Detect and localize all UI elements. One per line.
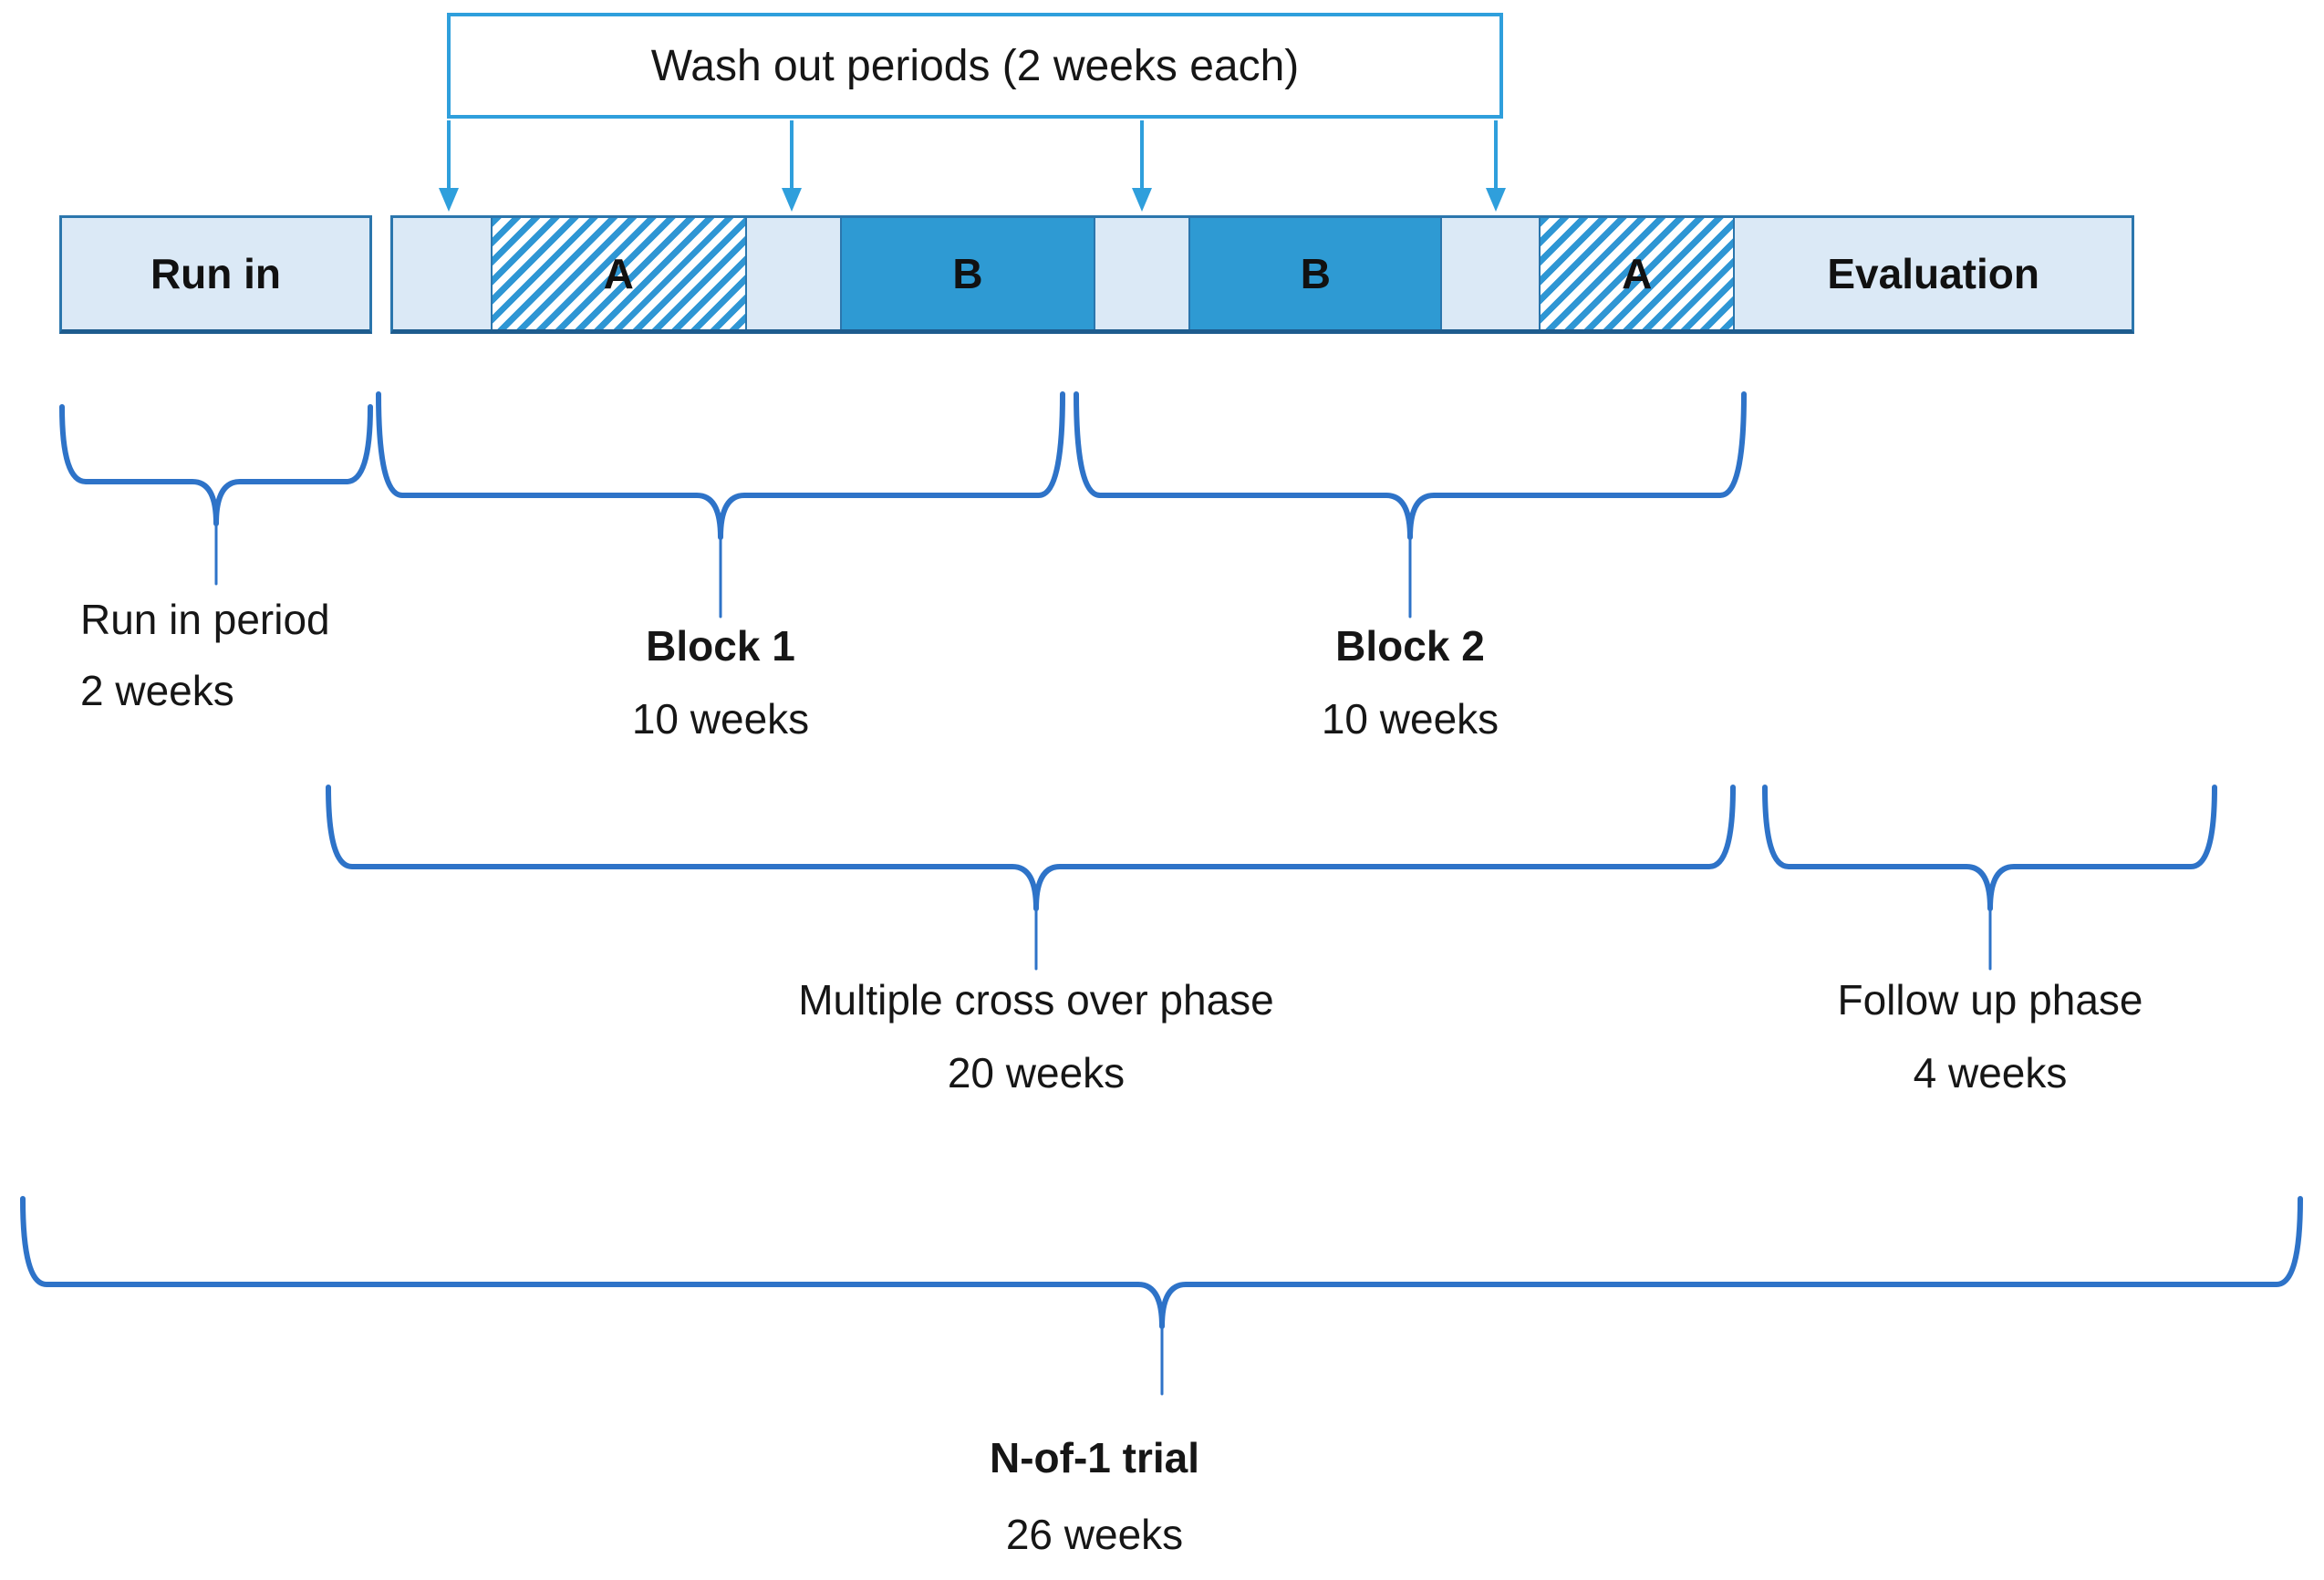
timeline-segment-washout	[744, 218, 841, 329]
annotation-duration: 10 weeks	[1321, 695, 1499, 743]
timeline-run-in-box: Run in	[59, 215, 372, 334]
annotation-title: Block 1	[646, 622, 795, 670]
timeline-segment-washout	[1440, 218, 1540, 329]
annotation-follow-up-phase: Follow up phase 4 weeks	[1717, 963, 2264, 1109]
annotation-title: Run in period	[80, 596, 330, 643]
washout-arrow	[782, 120, 802, 212]
timeline-segment-washout	[393, 218, 491, 329]
timeline-segment-a: A	[1539, 218, 1734, 329]
brace-block-2	[1074, 391, 1747, 618]
washout-arrow	[439, 120, 459, 212]
annotation-duration: 20 weeks	[947, 1049, 1126, 1097]
annotation-duration: 4 weeks	[1913, 1049, 2068, 1097]
annotation-block-2: Block 2 10 weeks	[1228, 609, 1593, 755]
annotation-title: N-of-1 trial	[990, 1434, 1199, 1481]
timeline-segment-a: A	[490, 218, 745, 329]
brace-follow-up-phase	[1762, 785, 2217, 971]
segment-label: B	[1300, 250, 1331, 297]
annotation-run-in-period: Run in period 2 weeks	[80, 584, 555, 726]
annotation-block-1: Block 1 10 weeks	[538, 609, 903, 755]
annotation-duration: 2 weeks	[80, 667, 234, 714]
timeline-segment-b: B	[840, 218, 1094, 329]
annotation-title: Multiple cross over phase	[798, 976, 1274, 1024]
washout-label-box: Wash out periods (2 weeks each)	[447, 13, 1503, 119]
annotation-title: Block 2	[1335, 622, 1485, 670]
brace-crossover-phase	[326, 785, 1736, 971]
segment-label: Evaluation	[1827, 250, 2039, 297]
segment-label: A	[1622, 250, 1653, 297]
timeline-segment-washout	[1093, 218, 1189, 329]
washout-arrow	[1132, 120, 1152, 212]
washout-arrow	[1486, 120, 1506, 212]
brace-run-in	[59, 404, 373, 586]
annotation-duration: 10 weeks	[631, 695, 810, 743]
timeline-segment-evaluation: Evaluation	[1733, 218, 2132, 329]
annotation-duration: 26 weeks	[1005, 1511, 1184, 1558]
segment-label: A	[603, 250, 634, 297]
brace-n-of-1-trial	[20, 1196, 2303, 1396]
annotation-crossover-phase: Multiple cross over phase 20 weeks	[763, 963, 1310, 1109]
timeline-segment-b: B	[1188, 218, 1441, 329]
timeline-bar: A B B A Evaluation	[390, 215, 2134, 334]
washout-label-text: Wash out periods (2 weeks each)	[650, 41, 1300, 90]
annotation-n-of-1-trial: N-of-1 trial 26 weeks	[912, 1419, 1277, 1573]
annotation-title: Follow up phase	[1837, 976, 2143, 1024]
run-in-label: Run in	[150, 250, 282, 297]
segment-label: B	[952, 250, 983, 297]
